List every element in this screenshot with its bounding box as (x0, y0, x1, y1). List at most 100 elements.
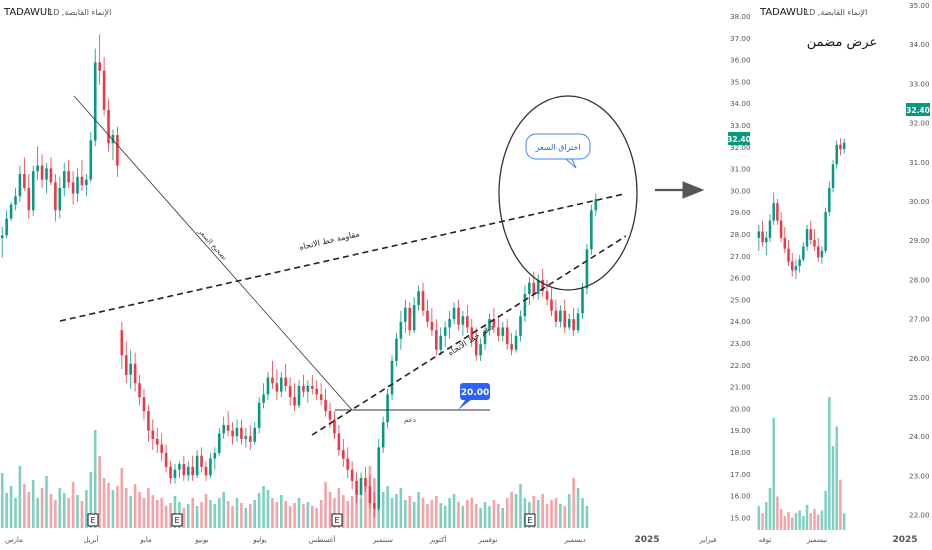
candle-body (501, 327, 505, 336)
candle-body (306, 386, 310, 392)
volume-bar (390, 498, 394, 528)
right-right-y-tick: 24.00 (909, 432, 930, 441)
volume-bar (107, 483, 110, 528)
volume-bar (399, 488, 403, 528)
candle-body (350, 469, 354, 481)
volume-bar (443, 506, 447, 528)
earnings-marker-label: E (334, 516, 339, 525)
volume-bar (439, 503, 443, 528)
volume-bar (842, 513, 846, 530)
right-left-y-tick: 19.00 (730, 426, 751, 435)
volume-bar (576, 488, 580, 528)
candle-body (483, 330, 487, 345)
right-left-y-tick: 23.00 (730, 339, 751, 348)
right-right-price-badge-text: 32.40 (906, 106, 930, 115)
volume-bar (519, 484, 522, 528)
volume-bar (510, 492, 513, 528)
candle-body (761, 231, 764, 243)
volume-bar (772, 418, 775, 530)
volume-bar (550, 500, 553, 528)
right-left-y-tick: 34.00 (730, 99, 751, 108)
volume-bar (554, 498, 558, 528)
candle-body (191, 466, 194, 476)
candle-body (794, 266, 798, 271)
volume-bar (790, 517, 794, 530)
volume-bar (341, 495, 345, 528)
earnings-marker (87, 513, 99, 527)
right-x-tick: 2025 (892, 535, 917, 545)
left-x-tick: سبتمبر (372, 536, 393, 544)
candle-body (790, 261, 794, 271)
candle-body (231, 430, 234, 437)
volume-bar (169, 503, 172, 528)
earnings-marker-label: E (90, 516, 95, 525)
candle-body (5, 218, 8, 236)
candle-body (133, 363, 137, 384)
candle-body (333, 419, 336, 434)
candle-body (828, 188, 831, 212)
volume-bar (337, 488, 341, 528)
candle-body (373, 503, 376, 509)
candle-body (262, 394, 265, 403)
volume-bar (76, 495, 79, 528)
candle-body (346, 458, 350, 470)
volume-bar (231, 506, 234, 528)
volume-bar (222, 492, 225, 528)
right-x-axis: توفه نيسمبر 2025 (759, 535, 918, 545)
right-left-y-tick: 28.00 (730, 230, 751, 239)
candle-body (271, 377, 274, 384)
right-left-y-tick: 21.00 (730, 383, 751, 392)
right-right-y-tick: 34.00 (909, 40, 930, 49)
candle-body (67, 171, 70, 183)
right-right-y-tick: 22.00 (909, 511, 930, 520)
candle-body (226, 425, 230, 431)
right-right-price-badge: 32.40 (906, 103, 930, 116)
volume-bar (802, 516, 805, 530)
volume-bar (248, 504, 252, 528)
volume-bar (779, 509, 783, 530)
volume-bar (102, 478, 106, 528)
candle-body (470, 327, 474, 339)
volume-bar (257, 493, 261, 528)
candle-body (253, 427, 257, 442)
volume-bar (293, 503, 296, 528)
volume-bar (266, 490, 270, 528)
left-volume-bars (0, 430, 589, 528)
candle-body (835, 144, 838, 165)
right-left-price-axis: 38.00 37.00 36.00 35.00 34.00 33.00 32.00 31.00… (730, 12, 751, 522)
volume-bar (302, 504, 305, 528)
candle-body (58, 187, 62, 211)
volume-bar (798, 510, 801, 530)
candle-body (355, 480, 358, 495)
volume-bar (58, 488, 62, 528)
candle-body (93, 62, 97, 141)
volume-bar (226, 501, 230, 528)
right-left-y-tick: 33.00 (730, 121, 751, 130)
right-left-price-badge-text: 32.40 (727, 135, 751, 144)
volume-bar (262, 486, 265, 528)
candle-body (45, 168, 48, 180)
right-left-y-tick: 20.00 (730, 404, 751, 413)
volume-bar (417, 492, 420, 528)
candle-body (120, 330, 124, 356)
volume-bar (297, 498, 301, 528)
candle-body (315, 388, 319, 395)
volume-bar (776, 496, 779, 530)
correction-label: تصحيح السعر (196, 227, 229, 262)
right-right-y-tick: 23.00 (909, 471, 930, 480)
target-price-value: 20.00 (461, 388, 489, 398)
left-candles (0, 34, 598, 518)
earnings-marker-label: E (174, 516, 179, 525)
right-volume-bars (757, 397, 846, 530)
earnings-marker (171, 513, 183, 527)
candle-body (169, 466, 172, 479)
candle-body (390, 360, 394, 395)
candle-body (89, 140, 93, 180)
candle-body (594, 199, 598, 211)
candle-body (514, 335, 518, 350)
candle-body (235, 427, 239, 437)
volume-bar (536, 500, 540, 528)
candle-body (341, 450, 345, 459)
volume-bar (835, 426, 838, 530)
